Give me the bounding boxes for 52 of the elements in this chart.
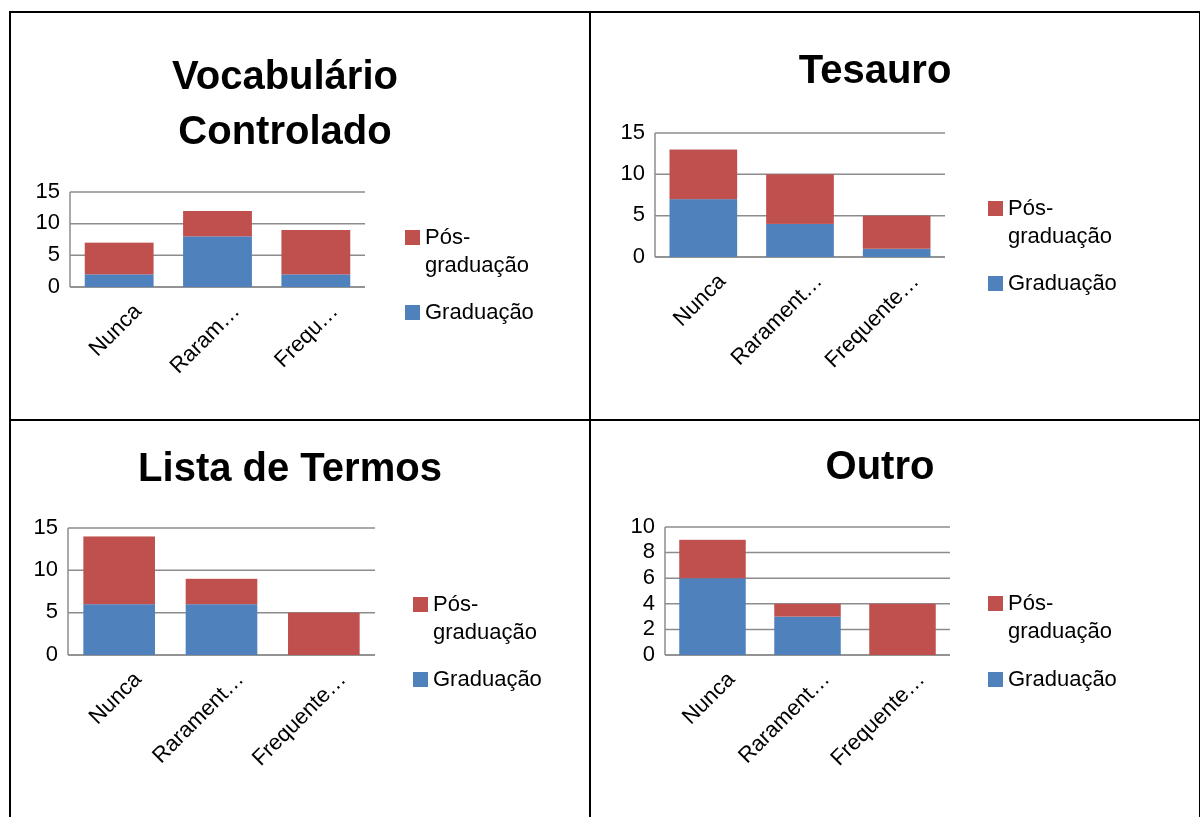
legend-label: Graduação (425, 298, 534, 324)
legend-label: Pós-graduação (1008, 589, 1112, 643)
chart-title: Tesauro (798, 46, 952, 91)
legend-label: Pós-graduação (433, 590, 537, 644)
y-tick-label: 6 (642, 564, 655, 590)
bar (862, 215, 931, 249)
legend-label: Graduação (433, 665, 542, 691)
bar (183, 211, 252, 237)
chart-title: Vocabulário Controlado (172, 52, 398, 152)
y-tick-label: 5 (45, 598, 58, 624)
bar (84, 274, 154, 287)
bar (185, 578, 258, 605)
y-tick-label: 15 (33, 513, 58, 539)
bar (281, 274, 351, 287)
bar (84, 242, 154, 275)
y-tick-label: 2 (642, 615, 655, 641)
legend-label: Graduação (1008, 665, 1117, 691)
bar (281, 230, 351, 275)
bar (185, 604, 258, 655)
chart-title: Lista de Termos (138, 444, 442, 489)
y-tick-label: 15 (35, 177, 60, 203)
bar (183, 236, 252, 287)
y-tick-label: 5 (632, 201, 645, 227)
bar (669, 199, 738, 257)
y-tick-label: 0 (642, 640, 655, 666)
y-tick-label: 10 (33, 556, 58, 582)
bar (83, 536, 155, 605)
bar (766, 223, 834, 257)
bar (669, 149, 738, 200)
legend-label: Graduação (1008, 269, 1117, 295)
y-tick-label: 10 (630, 512, 655, 538)
legend-label: Pós-graduação (425, 223, 529, 277)
chart-title: Outro (825, 442, 935, 487)
y-tick-label: 10 (35, 209, 60, 235)
y-tick-label: 8 (642, 538, 655, 564)
y-tick-label: 4 (642, 589, 655, 615)
bar (766, 174, 834, 224)
y-tick-label: 5 (47, 241, 60, 267)
y-tick-label: 10 (620, 160, 645, 186)
bar (679, 578, 746, 655)
y-tick-label: 0 (45, 640, 58, 666)
bar (862, 248, 931, 257)
y-tick-label: 0 (632, 242, 645, 268)
bar (774, 616, 841, 655)
bar (288, 612, 360, 655)
bar (869, 603, 936, 655)
y-tick-label: 0 (47, 272, 60, 298)
bar (679, 539, 746, 579)
bar (83, 604, 155, 655)
legend-label: Pós-graduação (1008, 194, 1112, 248)
bar (774, 603, 841, 617)
y-tick-label: 15 (620, 118, 645, 144)
